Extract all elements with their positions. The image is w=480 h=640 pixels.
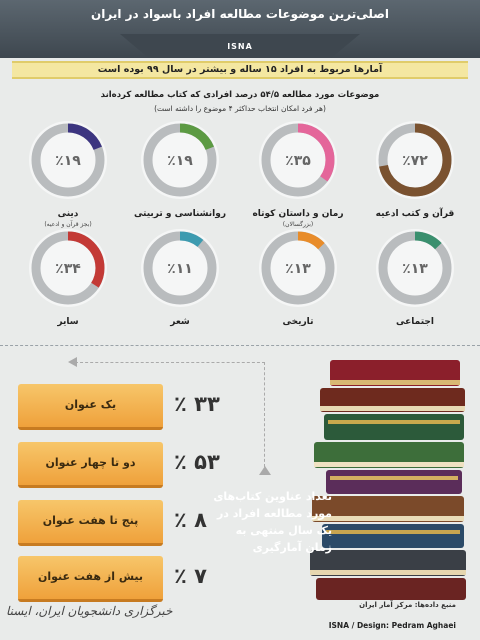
intro-line-2: (هر فرد امکان انتخاب حداکثر ۴ موضوع را د… xyxy=(154,104,326,113)
donut-item: ٪۱۹ روانشناسی و تربیتی xyxy=(134,121,226,219)
donut-note: (بجز قرآن و ادعیه) xyxy=(44,219,91,228)
intro-line-1: موضوعات مورد مطالعه ۵۴/۵ درصد افرادی که … xyxy=(100,90,380,100)
donut-item: ٪۱۹ دینی(بجز قرآن و ادعیه) xyxy=(29,121,107,228)
connector-line-vertical xyxy=(264,362,265,467)
book-9 xyxy=(316,578,466,600)
donut-charts: ٪۷۲ قرآن و کتب ادعیه ٪۳۵ رمان و داستان کوتا… xyxy=(29,121,455,327)
donut-value: ٪۱۱ xyxy=(167,261,193,277)
donut-value: ٪۱۳ xyxy=(285,261,311,277)
book-3 xyxy=(324,414,464,440)
book-5 xyxy=(326,470,462,494)
donut-item: ٪۳۵ رمان و داستان کوتاه(بزرگسالان) xyxy=(252,121,344,228)
donut-value: ٪۳۵ xyxy=(285,153,311,169)
donut-value: ٪۱۹ xyxy=(55,153,81,169)
donut-arc xyxy=(31,231,105,305)
donut-item: ٪۱۱ شعر xyxy=(141,229,219,327)
book-stack-illustration xyxy=(310,360,466,600)
donut-label: روانشناسی و تربیتی xyxy=(134,209,226,219)
title-count-label: پنج تا هفت عنوان xyxy=(18,500,163,546)
donut-note: (بزرگسالان) xyxy=(283,220,313,228)
book-1 xyxy=(330,360,460,386)
donut-value: ٪۱۳ xyxy=(402,261,428,277)
donut-label: قرآن و کتب ادعیه xyxy=(376,207,455,219)
design-credit: ISNA / Design: Pedram Aghaei xyxy=(328,621,456,630)
title-count-value: ٪ ۷ xyxy=(174,564,207,588)
donut-label: اجتماعی xyxy=(396,317,434,327)
donut-arc xyxy=(143,231,217,305)
title-count-value: ٪ ۳۳ xyxy=(174,392,220,416)
connector-line-horizontal xyxy=(75,362,265,363)
arrow-left-icon xyxy=(68,357,77,367)
donut-label: تاریخی xyxy=(283,317,314,327)
donut-arc xyxy=(143,123,217,197)
book-7 xyxy=(322,524,464,548)
agency-label: ISNA xyxy=(227,42,253,51)
header-banner: اصلی‌ترین موضوعات مطالعه افراد باسواد در… xyxy=(0,0,480,58)
title-count-value: ٪ ۵۳ xyxy=(174,450,220,474)
title-count-label: یک عنوان xyxy=(18,384,163,430)
donut-item: ٪۱۳ اجتماعی xyxy=(376,229,454,327)
subtitle-bar: آمارها مربوط به افراد ۱۵ ساله و بیشتر در… xyxy=(12,61,468,79)
source-text: منبع داده‌ها: مرکز آمار ایران xyxy=(359,601,456,609)
title-tab-shape xyxy=(120,34,360,58)
donut-label: شعر xyxy=(169,317,190,327)
donut-arc xyxy=(261,123,335,197)
donut-arc xyxy=(261,231,335,305)
title-count-label: بیش از هفت عنوان xyxy=(18,556,163,602)
donut-item: ٪۳۴ سایر xyxy=(29,229,107,327)
donut-arc xyxy=(378,231,452,305)
book-4 xyxy=(314,442,464,468)
book-6 xyxy=(312,496,464,522)
description-text: تعداد عناوین کتاب‌های مورد مطالعه افراد … xyxy=(213,490,332,554)
donut-value: ٪۷۲ xyxy=(402,153,428,169)
donut-item: ٪۱۳ تاریخی xyxy=(259,229,337,327)
donut-label: سایر xyxy=(56,317,78,327)
page-title: اصلی‌ترین موضوعات مطالعه افراد باسواد در… xyxy=(91,7,389,21)
donut-arc xyxy=(378,123,452,197)
section-divider xyxy=(0,345,480,346)
donut-value: ٪۳۴ xyxy=(55,261,81,277)
signature-text: خبرگزاری دانشجویان ایران، ایسنا xyxy=(6,604,173,618)
donut-value: ٪۱۹ xyxy=(167,153,193,169)
donut-label: رمان و داستان کوتاه xyxy=(252,209,343,219)
book-8 xyxy=(310,550,466,576)
donut-arc xyxy=(31,123,105,197)
title-count-value: ٪ ۸ xyxy=(174,508,207,532)
title-count-label: دو تا چهار عنوان xyxy=(18,442,163,488)
arrow-up-icon xyxy=(259,466,271,475)
donut-item: ٪۷۲ قرآن و کتب ادعیه xyxy=(376,121,455,219)
donut-label: دینی xyxy=(58,209,79,219)
